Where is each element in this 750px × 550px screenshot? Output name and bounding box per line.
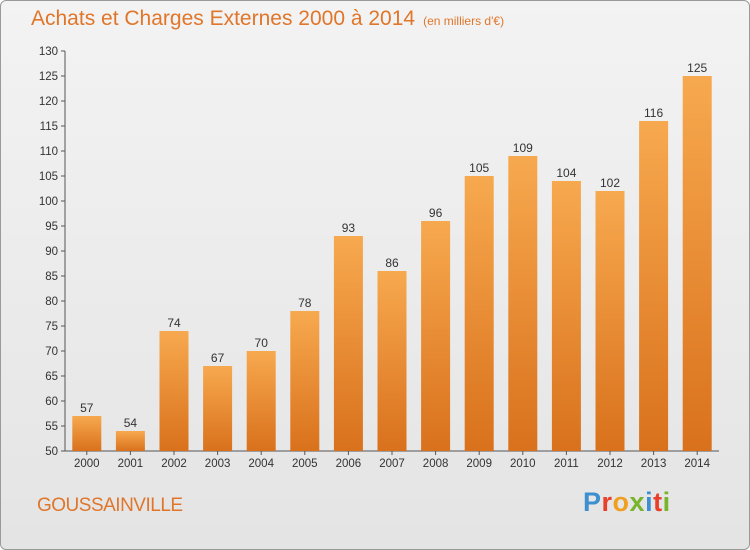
y-tick-label: 120 xyxy=(39,96,58,108)
x-tick-label-2000: 2000 xyxy=(74,458,100,470)
bar-2005 xyxy=(290,311,320,451)
bar-2009 xyxy=(464,176,494,451)
data-label-2010: 109 xyxy=(513,141,533,155)
y-tick-label: 90 xyxy=(45,246,58,258)
data-label-2008: 96 xyxy=(429,206,443,220)
y-tick-label: 65 xyxy=(45,371,58,383)
x-tick-label-2006: 2006 xyxy=(336,458,362,470)
city-name: GOUSSAINVILLE xyxy=(37,495,183,516)
x-tick-label-2014: 2014 xyxy=(684,458,710,470)
logo-letter: x xyxy=(629,487,646,517)
x-tick-label-2005: 2005 xyxy=(292,458,318,470)
chart-title: Achats et Charges Externes 2000 à 2014 (e… xyxy=(31,7,504,31)
x-tick-label-2008: 2008 xyxy=(423,458,449,470)
logo-letter: P xyxy=(583,487,602,517)
data-label-2003: 67 xyxy=(211,351,225,365)
chart-title-text: Achats et Charges Externes 2000 à 2014 xyxy=(31,7,416,30)
logo-letter: o xyxy=(612,487,630,517)
y-tick-label: 125 xyxy=(39,71,58,83)
logo-letter: i xyxy=(662,487,671,517)
data-label-2000: 57 xyxy=(80,401,94,415)
bar-2003 xyxy=(203,366,233,451)
x-tick-label-2003: 2003 xyxy=(205,458,231,470)
y-tick-label: 95 xyxy=(45,221,58,233)
y-tick-label: 50 xyxy=(45,446,58,458)
data-label-2002: 74 xyxy=(167,316,181,330)
bar-2012 xyxy=(595,191,625,451)
y-tick-label: 85 xyxy=(45,271,58,283)
y-tick-label: 110 xyxy=(40,146,58,158)
x-tick-label-2013: 2013 xyxy=(641,458,667,470)
bar-2013 xyxy=(639,121,669,451)
x-tick-label-2001: 2001 xyxy=(118,458,144,470)
data-label-2007: 86 xyxy=(385,256,399,270)
bar-2011 xyxy=(551,181,581,451)
y-tick-label: 75 xyxy=(45,321,58,333)
proxiti-logo: Proxiti xyxy=(583,487,671,518)
data-label-2013: 116 xyxy=(644,106,663,120)
chart-subtitle: (en milliers d'€) xyxy=(423,14,505,28)
y-tick-label: 115 xyxy=(40,121,58,133)
y-tick-label: 80 xyxy=(45,296,58,308)
y-tick-label: 55 xyxy=(45,421,58,433)
x-tick-label-2011: 2011 xyxy=(554,458,579,470)
x-tick-label-2009: 2009 xyxy=(466,458,492,470)
y-tick-label: 70 xyxy=(45,346,58,358)
logo-letter: i xyxy=(645,487,654,517)
bar-2004 xyxy=(246,351,276,451)
data-label-2006: 93 xyxy=(342,221,356,235)
y-tick-label: 60 xyxy=(45,396,58,408)
bar-2000 xyxy=(72,416,102,451)
x-tick-label-2010: 2010 xyxy=(510,458,536,470)
y-tick-label: 100 xyxy=(39,196,58,208)
data-label-2012: 102 xyxy=(600,176,620,190)
data-label-2001: 54 xyxy=(124,416,138,430)
bar-2006 xyxy=(333,236,363,451)
bar-2007 xyxy=(377,271,407,451)
bar-2001 xyxy=(115,431,145,451)
data-label-2005: 78 xyxy=(298,296,312,310)
x-tick-label-2012: 2012 xyxy=(597,458,623,470)
bar-2014 xyxy=(682,76,712,451)
logo-letter: t xyxy=(653,487,663,517)
data-label-2014: 125 xyxy=(687,61,707,75)
data-label-2004: 70 xyxy=(255,336,269,350)
data-label-2009: 105 xyxy=(469,161,489,175)
bar-2010 xyxy=(508,156,538,451)
x-tick-label-2007: 2007 xyxy=(379,458,405,470)
y-tick-label: 130 xyxy=(39,46,58,58)
x-tick-label-2004: 2004 xyxy=(248,458,274,470)
bar-2008 xyxy=(421,221,451,451)
bar-2002 xyxy=(159,331,189,451)
logo-letter: r xyxy=(601,487,613,517)
data-label-2011: 104 xyxy=(556,166,576,180)
y-tick-label: 105 xyxy=(39,171,58,183)
x-tick-label-2002: 2002 xyxy=(161,458,187,470)
